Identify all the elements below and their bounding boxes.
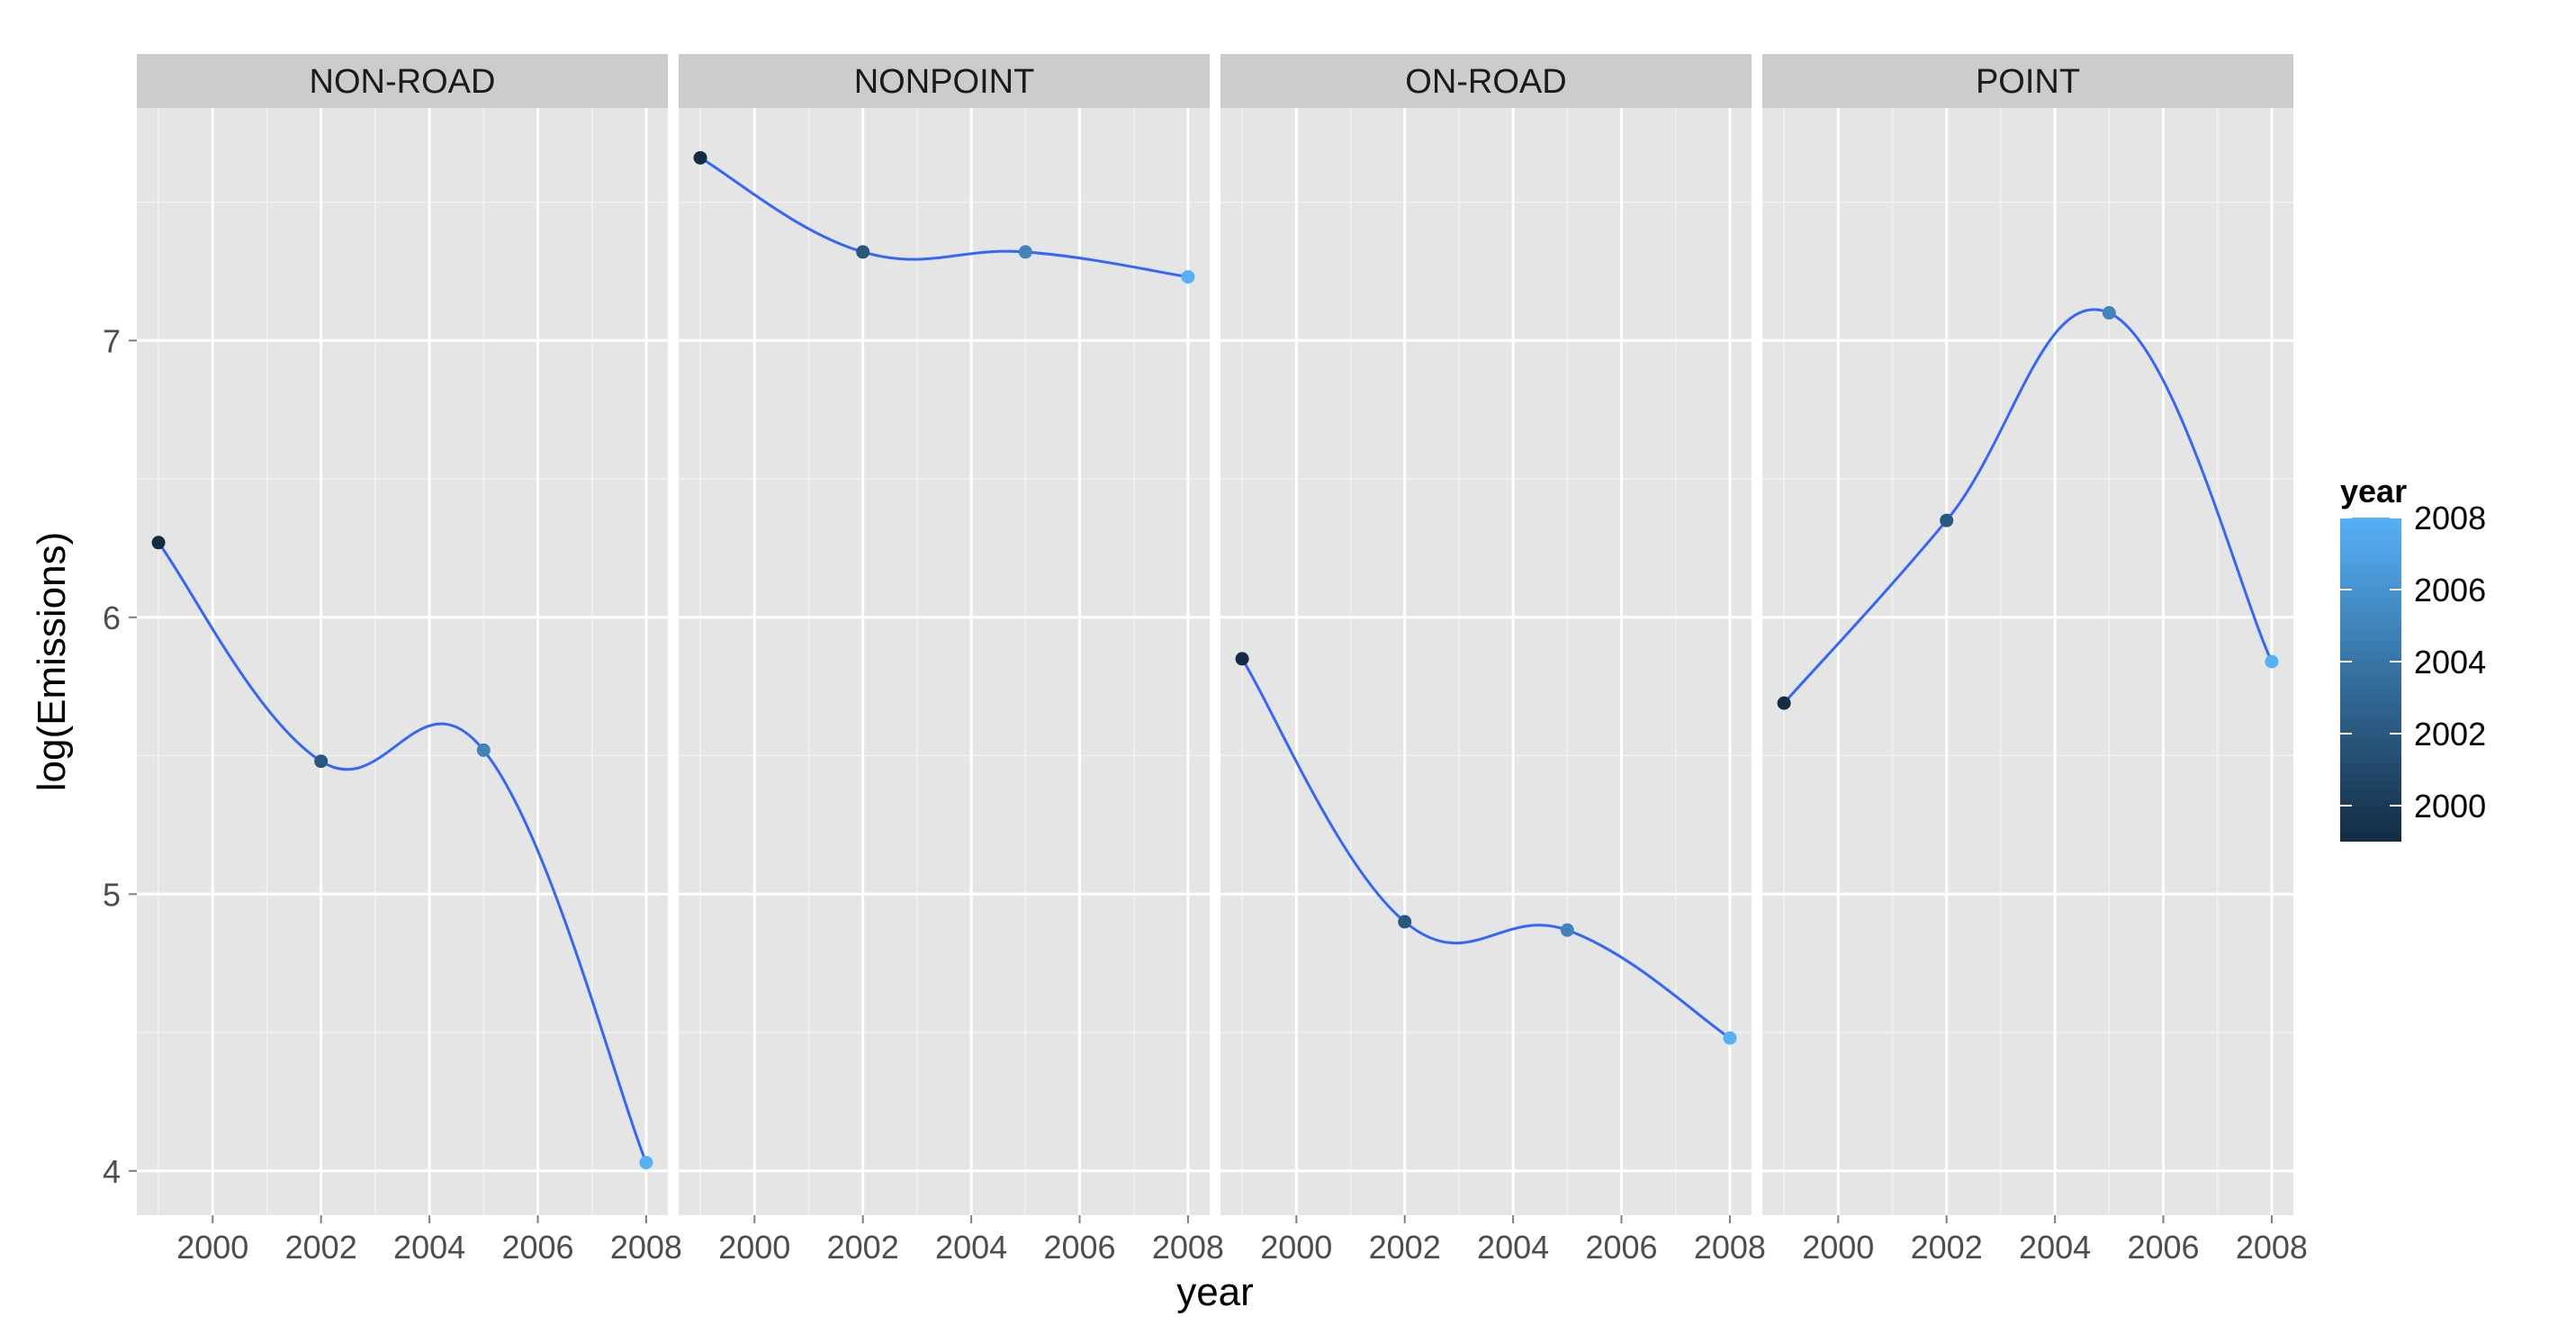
x-tick-label: 2000 bbox=[1260, 1229, 1332, 1266]
data-point bbox=[151, 536, 166, 550]
x-tick-label: 2002 bbox=[1369, 1229, 1441, 1266]
series-line bbox=[1782, 308, 2274, 705]
y-axis-title: log(Emissions) bbox=[30, 532, 74, 792]
x-tick-label: 2004 bbox=[935, 1229, 1007, 1266]
y-tick-label: 4 bbox=[103, 1153, 121, 1190]
legend-colorbar bbox=[2340, 518, 2401, 842]
panel-background bbox=[137, 108, 668, 1215]
x-tick-label: 2008 bbox=[1694, 1229, 1766, 1266]
y-tick-label: 6 bbox=[103, 599, 121, 636]
facet-panel: NONPOINT 2000 2002 2004 2006 2008 bbox=[679, 54, 1224, 1266]
x-tick-label: 2002 bbox=[285, 1229, 357, 1266]
data-point bbox=[1940, 513, 1954, 527]
facet-strip-label: NONPOINT bbox=[854, 63, 1035, 101]
facet-strip bbox=[1762, 54, 2293, 108]
legend-tick-label: 2000 bbox=[2414, 788, 2486, 825]
facet-panels: NON-ROAD 2000 2002 2004 2006 2008 NONPOINT 2000… bbox=[137, 54, 2308, 1266]
x-tick-label: 2004 bbox=[393, 1229, 465, 1266]
data-point bbox=[1723, 1031, 1737, 1045]
data-point bbox=[693, 150, 707, 165]
data-point bbox=[856, 245, 870, 259]
x-tick-label: 2000 bbox=[718, 1229, 790, 1266]
data-point bbox=[1018, 245, 1032, 259]
legend-tick-label: 2008 bbox=[2414, 500, 2486, 536]
x-axis-title: year bbox=[1176, 1270, 1254, 1314]
data-point bbox=[639, 1156, 653, 1170]
data-point bbox=[2102, 306, 2116, 320]
x-tick-label: 2004 bbox=[2019, 1229, 2091, 1266]
panel-background bbox=[1762, 108, 2293, 1215]
facet-panel: POINT 2000 2002 2004 2006 2008 bbox=[1762, 54, 2308, 1266]
series-line bbox=[1240, 658, 1731, 1040]
x-tick-label: 2006 bbox=[501, 1229, 573, 1266]
series-line bbox=[699, 157, 1189, 279]
x-tick-label: 2002 bbox=[827, 1229, 899, 1266]
y-tick-label: 7 bbox=[103, 322, 121, 359]
x-tick-label: 2008 bbox=[2236, 1229, 2308, 1266]
data-point bbox=[1235, 652, 1249, 666]
x-tick-label: 2008 bbox=[610, 1229, 682, 1266]
x-tick-label: 2002 bbox=[1911, 1229, 1983, 1266]
x-tick-label: 2000 bbox=[1802, 1229, 1874, 1266]
panel-background bbox=[1220, 108, 1752, 1215]
legend-tick-label: 2006 bbox=[2414, 572, 2486, 608]
x-tick-label: 2006 bbox=[1043, 1229, 1115, 1266]
panel-background bbox=[679, 108, 1210, 1215]
facet-strip-label: ON-ROAD bbox=[1405, 63, 1566, 101]
data-point bbox=[1181, 270, 1195, 284]
legend-title: year bbox=[2340, 473, 2407, 509]
facet-strip-label: POINT bbox=[1976, 63, 2080, 101]
x-tick-label: 2004 bbox=[1477, 1229, 1549, 1266]
x-tick-label: 2000 bbox=[176, 1229, 248, 1266]
facet-strip bbox=[679, 54, 1210, 108]
color-legend: year 2000 2002 2004 2006 2008 bbox=[2340, 473, 2486, 842]
facet-strip-label: NON-ROAD bbox=[310, 63, 496, 101]
facet-panel: ON-ROAD 2000 2002 2004 2006 2008 bbox=[1220, 54, 1766, 1266]
data-point bbox=[476, 743, 491, 757]
facet-strip bbox=[1220, 54, 1752, 108]
data-point bbox=[2265, 654, 2279, 669]
data-point bbox=[1777, 696, 1791, 710]
y-tick-label: 5 bbox=[103, 876, 121, 913]
facet-strip bbox=[137, 54, 668, 108]
legend-tick-label: 2002 bbox=[2414, 716, 2486, 753]
data-point bbox=[1398, 915, 1412, 929]
x-tick-label: 2006 bbox=[2127, 1229, 2199, 1266]
facet-panel: NON-ROAD 2000 2002 2004 2006 2008 bbox=[137, 54, 682, 1266]
x-tick-label: 2008 bbox=[1152, 1229, 1224, 1266]
data-point bbox=[1560, 923, 1574, 937]
series-line bbox=[157, 541, 648, 1164]
y-axis: 4 5 6 7 bbox=[103, 322, 137, 1190]
legend-tick-label: 2004 bbox=[2414, 644, 2486, 681]
x-tick-label: 2006 bbox=[1585, 1229, 1657, 1266]
data-point bbox=[314, 754, 329, 769]
